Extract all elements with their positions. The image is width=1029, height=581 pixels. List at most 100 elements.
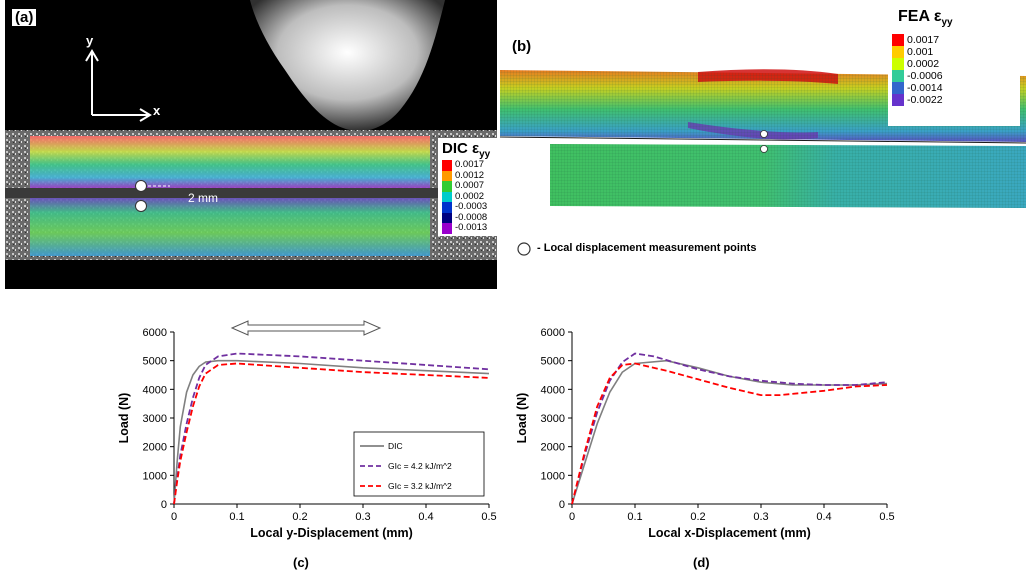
fea-legend-entry: -0.0022: [892, 93, 1016, 107]
x-axis-title: Local x-Displacement (mm): [648, 526, 811, 540]
y-tick-label: 2000: [541, 442, 565, 454]
dic-legend-rows: 0.0017 0.0012 0.0007 0.0002 -0.0003 -0.0008 -0…: [442, 159, 496, 234]
y-tick-label: 6000: [541, 327, 565, 339]
x-axis-title: Local y-Displacement (mm): [250, 526, 413, 540]
y-tick-label: 4000: [541, 384, 565, 396]
series-line-dic: [571, 359, 888, 505]
fea-legend: FEA εyy 0.0017 0.001 0.0002 -0.0006 -0.0014-…: [888, 6, 1020, 126]
chart-d-caption: (d): [693, 555, 710, 570]
measurement-note: - Local displacement measurement points: [537, 242, 757, 254]
fea-legend-swatch: [892, 34, 904, 47]
fea-legend-entry: 0.0017: [892, 33, 1016, 47]
legend-box: [353, 431, 485, 497]
x-tick-label: 0.3: [753, 511, 768, 523]
coordinate-axes-icon: [85, 49, 152, 122]
dic-legend: DIC εyy 0.0017 0.0012 0.0007 0.0002 -0.0003-…: [438, 138, 500, 236]
y-tick-label: 5000: [541, 356, 565, 368]
fea-legend-value: 0.0017: [907, 33, 940, 46]
dic-legend-title: DIC εyy: [442, 140, 491, 160]
chart-legend: DIC GIc = 4.2 kJ/m^2 GIc = 3.2 kJ/m^2: [353, 431, 485, 497]
x-tick-label: 0.2: [292, 511, 307, 523]
dic-legend-value: 0.0017: [455, 159, 485, 170]
x-tick-label: 0.5: [481, 511, 496, 523]
legend-entry-label: DIC: [388, 441, 403, 451]
series-line-gic-4-2-kj-m-2: [571, 352, 888, 505]
legend-entry-label: GIc = 4.2 kJ/m^2: [388, 461, 452, 471]
chart-c-load-vs-y-displacement: 0 1000 2000 3000 4000 5000 6000 0 0.1 0.2 0.3 0.4 0.…: [117, 320, 497, 540]
x-axis-label: x: [153, 103, 161, 118]
fea-legend-entry: -0.0006: [892, 69, 1016, 83]
gap-dimension-label: 2 mm: [188, 191, 218, 205]
y-axis-label: y: [86, 33, 94, 48]
fea-legend-entry: 0.001: [892, 45, 1016, 59]
y-tick-label: 5000: [143, 356, 167, 368]
x-tick-label: 0.1: [229, 511, 244, 523]
panel-a-label: (a): [12, 9, 37, 26]
fea-legend-swatch: [892, 46, 904, 59]
fea-legend-swatch: [892, 70, 904, 83]
dic-legend-value: -0.0008: [455, 211, 488, 223]
fea-legend-title: FEA εyy: [898, 8, 953, 29]
series-line-gic-4-2-kj-m-2: [173, 352, 490, 505]
x-tick-label: 0.4: [816, 511, 831, 523]
dic-legend-entry: 0.0012: [442, 169, 496, 181]
dic-legend-entry: 0.0017: [442, 159, 496, 171]
x-tick-label: 0.5: [879, 511, 894, 523]
measurement-point-icon: [517, 242, 531, 256]
dic-legend-swatch: [442, 202, 452, 213]
x-tick-label: 0.1: [627, 511, 642, 523]
fea-legend-rows: 0.0017 0.001 0.0002 -0.0006 -0.0014 -0.0022: [892, 33, 1016, 107]
dic-legend-swatch: [442, 223, 452, 234]
dic-legend-entry: -0.0013: [442, 222, 496, 234]
x-tick-label: 0.3: [355, 511, 370, 523]
y-axis-title: Load (N): [117, 393, 131, 444]
y-tick-label: 2000: [143, 442, 167, 454]
dic-image-panel: [5, 0, 497, 289]
dic-legend-swatch: [442, 160, 452, 171]
fea-legend-value: -0.0014: [907, 81, 943, 94]
dic-legend-value: 0.0012: [455, 169, 485, 181]
legend-entry-label: GIc = 3.2 kJ/m^2: [388, 481, 452, 491]
dic-legend-swatch: [442, 170, 452, 181]
dic-legend-value: -0.0013: [455, 222, 488, 233]
x-tick-label: 0.4: [418, 511, 433, 523]
y-tick-label: 1000: [541, 470, 565, 482]
dic-legend-entry: -0.0003: [442, 201, 496, 213]
y-tick-label: 4000: [143, 384, 167, 396]
chart-c-caption: (c): [293, 555, 309, 570]
panel-b-label: (b): [512, 38, 532, 55]
fea-legend-entry: -0.0014: [892, 81, 1016, 95]
y-tick-label: 6000: [143, 327, 167, 339]
dic-legend-entry: -0.0008: [442, 211, 496, 223]
dic-legend-swatch: [442, 181, 452, 192]
dic-legend-value: 0.0002: [455, 190, 485, 202]
double-arrow-icon: [230, 320, 382, 336]
y-tick-label: 1000: [143, 470, 167, 482]
y-axis-title: Load (N): [515, 393, 529, 444]
y-tick-label: 0: [161, 499, 167, 511]
series-line-gic-3-2-kj-m-2: [571, 362, 888, 505]
fea-legend-swatch: [892, 82, 904, 95]
dic-strain-field: [5, 0, 497, 260]
fea-legend-swatch: [892, 94, 904, 107]
fea-legend-value: -0.0022: [907, 93, 943, 106]
fea-legend-entry: 0.0002: [892, 57, 1016, 71]
fea-legend-value: 0.001: [907, 45, 934, 58]
x-tick-label: 0.2: [690, 511, 705, 523]
y-tick-label: 0: [559, 499, 565, 511]
dic-measurement-points: [135, 180, 170, 212]
dic-legend-entry: 0.0002: [442, 190, 496, 202]
x-tick-label: 0: [569, 511, 575, 523]
dic-legend-entry: 0.0007: [442, 180, 496, 192]
y-tick-label: 3000: [143, 413, 167, 425]
series-line-dic: [173, 359, 490, 505]
dic-legend-value: -0.0003: [455, 201, 488, 212]
fea-legend-swatch: [892, 58, 904, 71]
fea-legend-value: 0.0002: [907, 57, 940, 70]
y-tick-label: 3000: [541, 413, 565, 425]
dic-legend-swatch: [442, 191, 452, 202]
fea-legend-value: -0.0006: [907, 69, 943, 82]
dic-legend-swatch: [442, 212, 452, 223]
dic-legend-value: 0.0007: [455, 180, 485, 191]
chart-d-load-vs-x-displacement: 0 1000 2000 3000 4000 5000 6000 0 0.1 0.2 0.3 0.4 0.…: [515, 327, 895, 540]
